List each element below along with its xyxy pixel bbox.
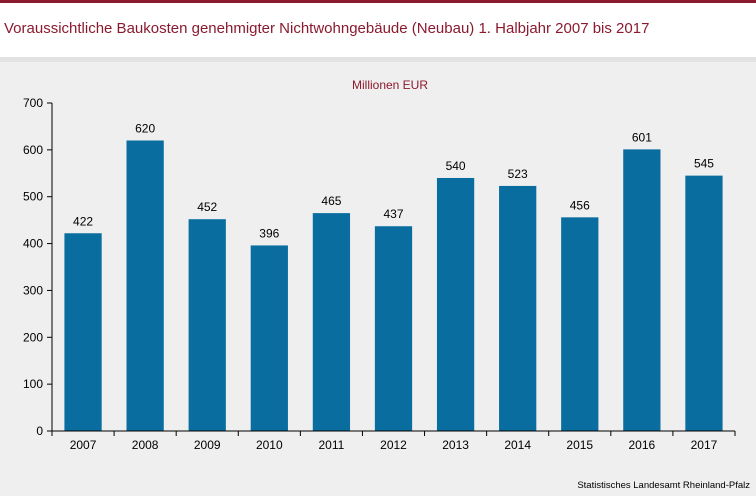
x-tick-label: 2008 xyxy=(132,438,159,452)
y-tick-label: 600 xyxy=(23,143,43,157)
bar-value-label: 452 xyxy=(197,200,217,214)
chart-panel-top-edge xyxy=(0,57,756,62)
top-accent-bar xyxy=(0,0,756,3)
chart-title: Voraussichtliche Baukosten genehmigter N… xyxy=(4,20,650,37)
x-tick-label: 2011 xyxy=(319,438,345,452)
bar xyxy=(188,219,226,431)
y-tick-label: 100 xyxy=(23,377,43,391)
x-tick-label: 2009 xyxy=(194,438,221,452)
x-tick-label: 2012 xyxy=(380,438,407,452)
x-tick-label: 2014 xyxy=(504,438,531,452)
bar xyxy=(623,149,661,432)
x-tick-label: 2017 xyxy=(691,438,718,452)
bar xyxy=(312,213,351,431)
bar xyxy=(374,226,413,431)
x-axis: 2007 2008 2009 2010 2011 2012 2013 2014 2015 2016… xyxy=(51,430,736,452)
y-tick-label: 0 xyxy=(36,424,43,438)
bar xyxy=(436,177,475,431)
bar xyxy=(685,175,723,431)
y-axis: 0 100 200 300 400 500 600 700 xyxy=(23,96,53,438)
bar-value-label: 456 xyxy=(570,198,590,212)
bar-value-label: 422 xyxy=(73,214,93,228)
bar-value-label: 540 xyxy=(446,159,466,173)
y-tick-label: 400 xyxy=(23,237,43,251)
bar xyxy=(126,140,164,431)
y-tick-label: 500 xyxy=(23,190,43,204)
bar-series: 422 620 452 396 465 437 540 523 456 601 545 xyxy=(64,121,723,432)
bar xyxy=(561,217,599,431)
bar xyxy=(250,245,288,431)
x-tick-label: 2010 xyxy=(256,438,283,452)
y-tick-label: 200 xyxy=(23,330,43,344)
bar-value-label: 465 xyxy=(321,194,341,208)
y-tick-label: 700 xyxy=(23,96,43,110)
source-note: Statistisches Landesamt Rheinland-Pfalz xyxy=(577,480,750,491)
x-tick-label: 2015 xyxy=(566,438,593,452)
bar xyxy=(499,185,537,431)
x-tick-label: 2016 xyxy=(629,438,656,452)
bar-value-label: 545 xyxy=(694,157,714,171)
bar-value-label: 437 xyxy=(383,207,403,221)
bar-value-label: 620 xyxy=(135,121,155,135)
y-tick-label: 300 xyxy=(23,283,43,297)
bar-value-label: 523 xyxy=(508,167,528,181)
bar xyxy=(64,233,102,431)
bar-value-label: 601 xyxy=(632,130,652,144)
unit-label: Millionen EUR xyxy=(352,78,428,92)
x-tick-label: 2007 xyxy=(70,438,97,452)
bar-value-label: 396 xyxy=(259,226,279,240)
x-tick-label: 2013 xyxy=(442,438,469,452)
